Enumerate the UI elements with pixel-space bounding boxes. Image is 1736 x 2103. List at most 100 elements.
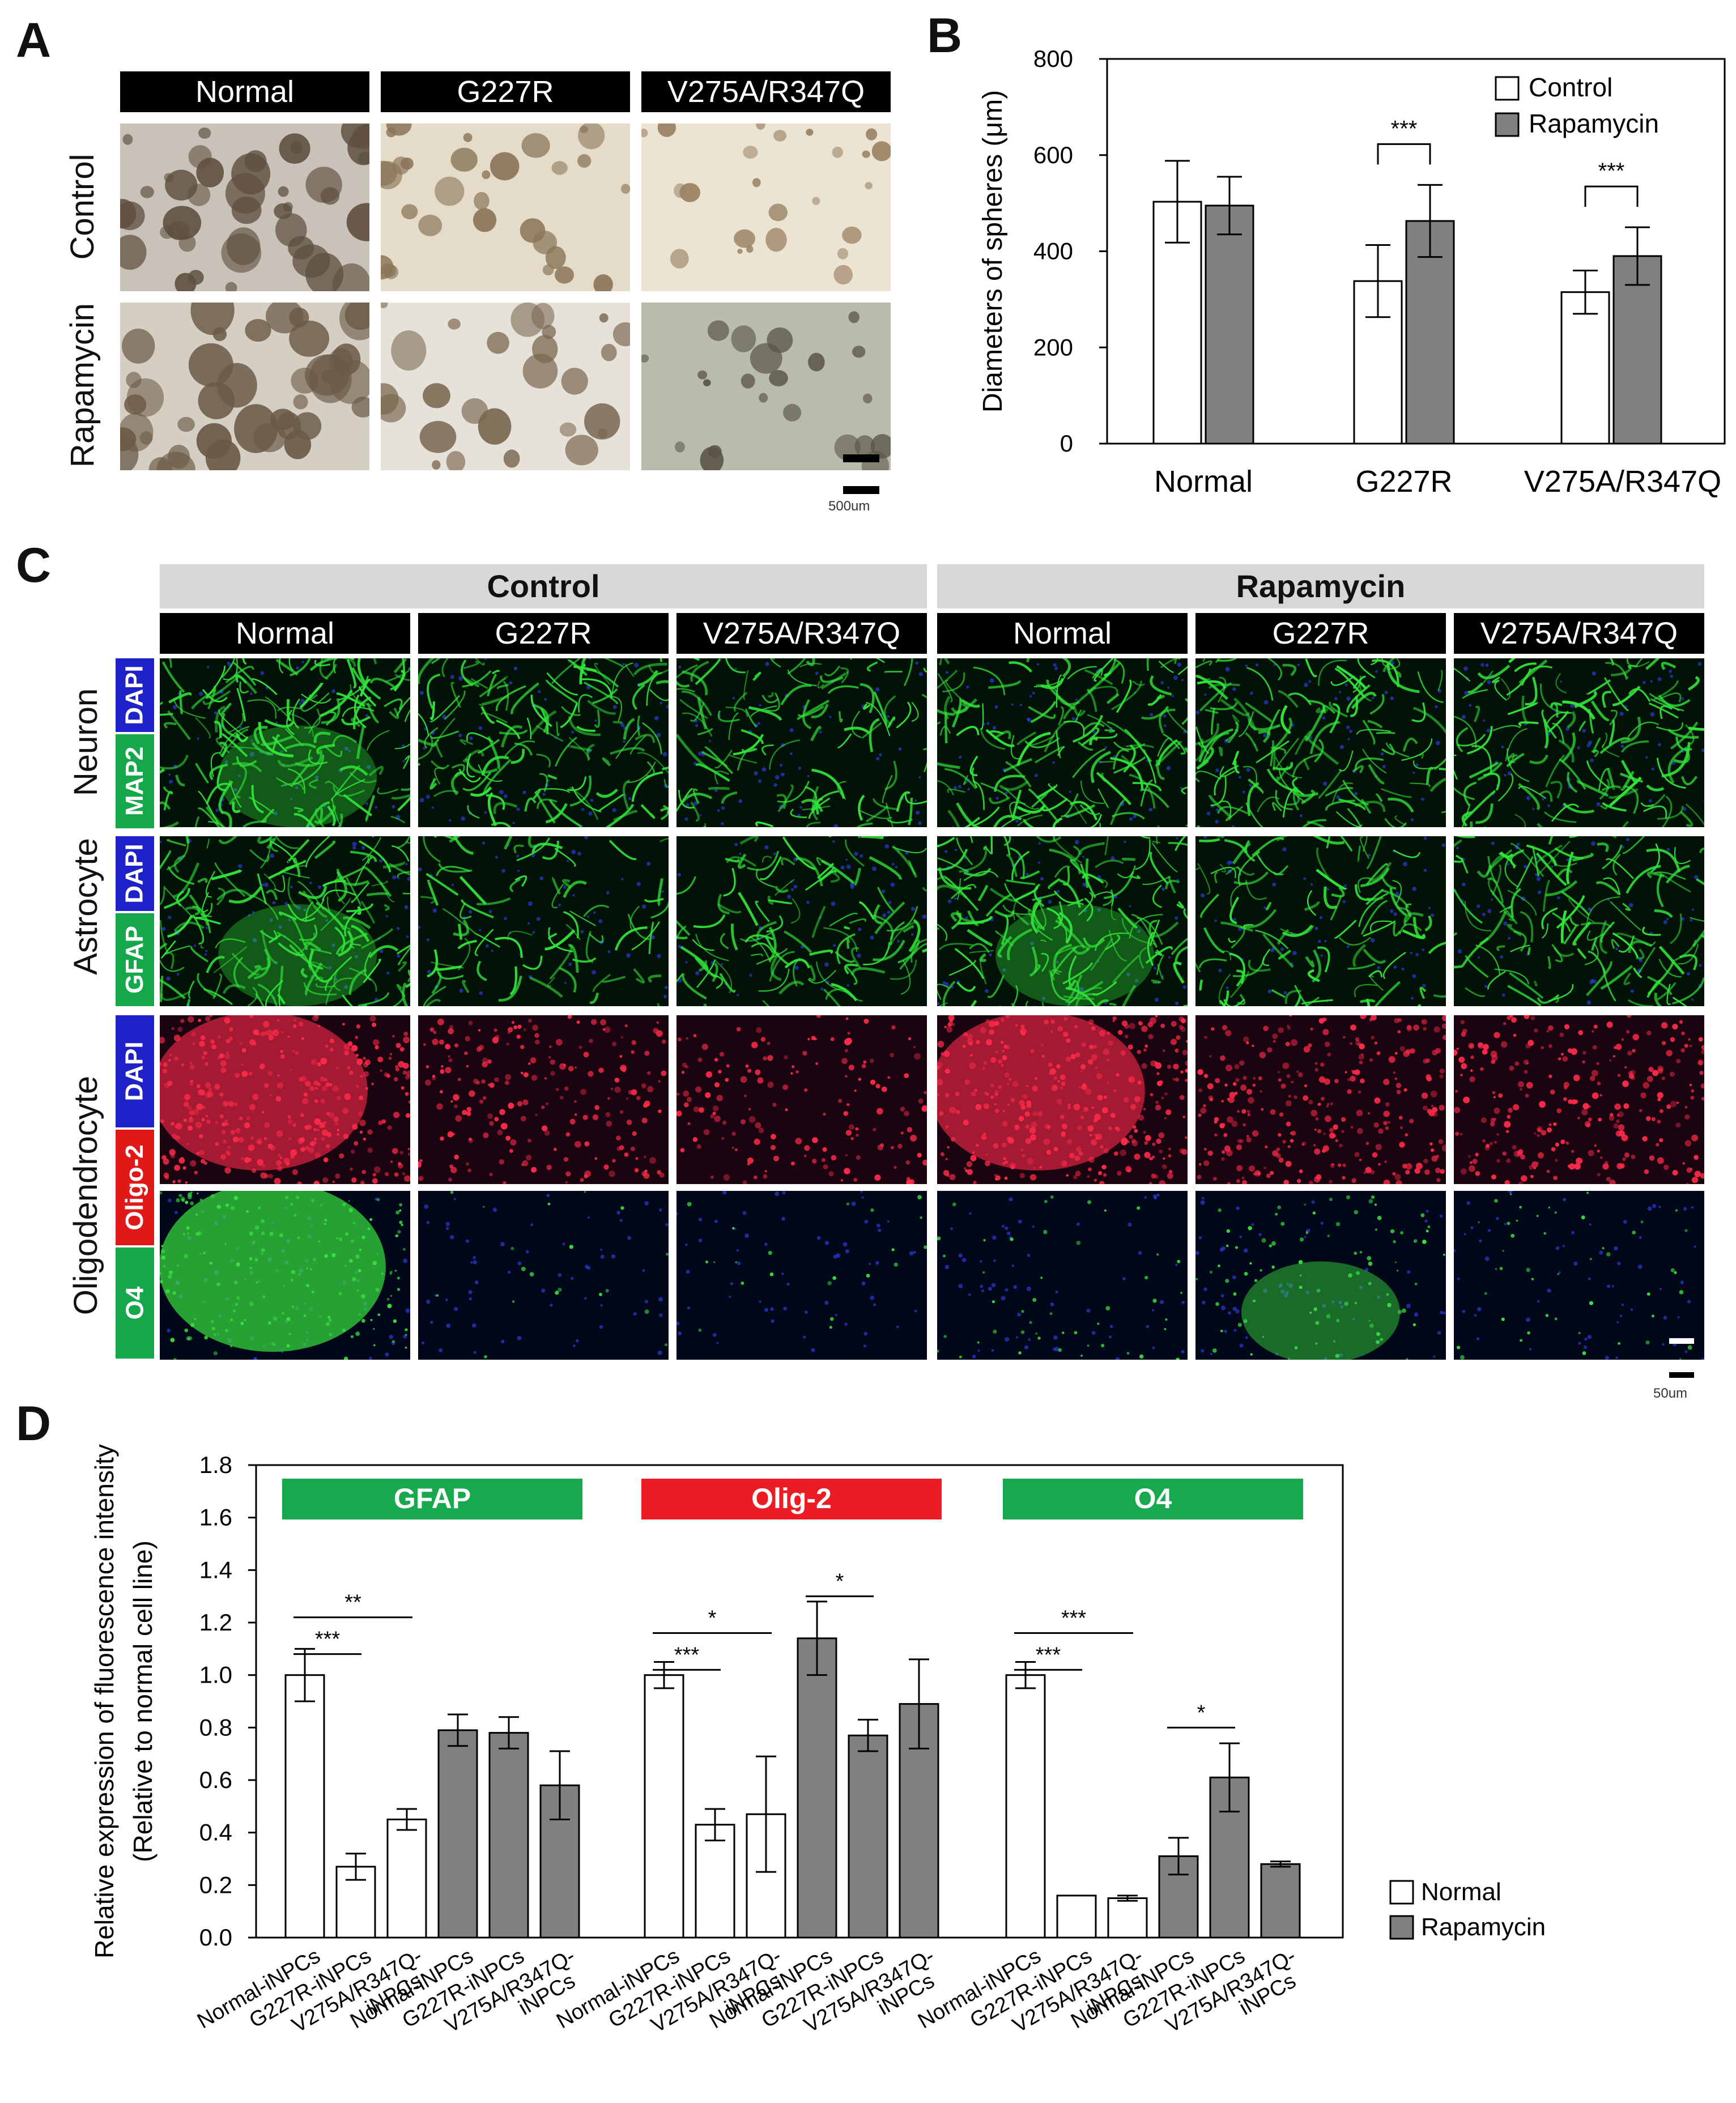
oligo2-nucleus xyxy=(643,1102,648,1108)
oligo2-nucleus xyxy=(1198,1088,1203,1093)
oligo2-nucleus xyxy=(1657,1119,1661,1124)
dapi-nucleus xyxy=(992,726,997,730)
fluorescent-process xyxy=(1572,853,1594,862)
fluorescent-process xyxy=(884,921,917,956)
oligo2-nucleus xyxy=(314,1118,321,1125)
dapi-nucleus xyxy=(1283,1293,1288,1298)
fluorescent-process xyxy=(576,725,595,732)
oligo2-nucleus xyxy=(1050,1019,1055,1024)
dapi-nucleus xyxy=(469,1297,473,1301)
oligo2-nucleus xyxy=(1044,1019,1049,1025)
dapi-nucleus xyxy=(501,1339,505,1344)
oligo2-nucleus xyxy=(276,1019,280,1022)
fluorescent-process xyxy=(299,924,318,941)
fluorescent-process xyxy=(1079,804,1101,816)
fluorescent-process xyxy=(1334,919,1357,939)
o4-signal xyxy=(1260,1269,1262,1272)
oligo2-nucleus xyxy=(1030,1049,1035,1053)
oligo2-nucleus xyxy=(1241,1180,1248,1184)
dapi-nucleus xyxy=(721,963,724,966)
fluorescent-process xyxy=(1609,709,1618,726)
oligo2-nucleus xyxy=(326,1132,332,1138)
fluorescent-process xyxy=(1175,946,1188,964)
sphere-blob xyxy=(561,368,588,395)
dapi-nucleus xyxy=(1390,909,1394,913)
fluorescent-process xyxy=(513,844,524,854)
oligo2-nucleus xyxy=(1278,1027,1284,1033)
oligo2-nucleus xyxy=(1503,1022,1507,1025)
fluorescent-process xyxy=(820,671,848,689)
fluorescent-process xyxy=(1271,747,1287,754)
oligo2-nucleus xyxy=(1144,1152,1151,1159)
fluorescent-process xyxy=(648,921,654,954)
fluorescent-process xyxy=(1354,757,1384,771)
dapi-nucleus xyxy=(593,911,596,914)
oligo2-nucleus xyxy=(1143,1108,1146,1111)
o4-signal xyxy=(290,1202,293,1206)
oligo2-nucleus xyxy=(574,1100,577,1103)
oligo2-nucleus xyxy=(1507,1114,1511,1119)
sphere-blob xyxy=(601,343,617,361)
fluorescent-process xyxy=(874,901,905,934)
dapi-nucleus xyxy=(685,961,688,964)
dapi-nucleus xyxy=(1200,1200,1205,1205)
oligo2-nucleus xyxy=(710,1114,714,1119)
fluorescent-process xyxy=(1245,702,1273,723)
fluorescent-process xyxy=(202,690,231,705)
oligo2-nucleus xyxy=(1365,1167,1372,1173)
dapi-nucleus xyxy=(658,1297,663,1302)
o4-signal xyxy=(1277,1205,1282,1210)
oligo2-nucleus xyxy=(696,1144,701,1149)
fluorescent-process xyxy=(331,734,358,746)
oligo2-nucleus xyxy=(893,1166,897,1169)
oligo2-nucleus xyxy=(1285,1041,1290,1047)
o4-signal xyxy=(977,1341,980,1344)
dapi-nucleus xyxy=(857,953,861,958)
oligo2-nucleus xyxy=(574,1140,581,1148)
dapi-nucleus xyxy=(870,935,874,940)
oligo2-nucleus xyxy=(1363,1171,1367,1174)
fluorescent-process xyxy=(1201,733,1229,764)
fluorescent-process xyxy=(418,737,433,760)
sphere-blob xyxy=(773,130,787,142)
oligo2-nucleus xyxy=(1507,1015,1512,1020)
oligo2-nucleus xyxy=(1339,1143,1343,1148)
oligo2-nucleus xyxy=(377,1056,384,1063)
oligo2-nucleus xyxy=(441,1065,444,1068)
fluorescent-process xyxy=(326,896,351,930)
o4-signal xyxy=(224,1243,227,1245)
oligo2-nucleus xyxy=(1304,1084,1307,1088)
dapi-nucleus xyxy=(1482,912,1486,917)
oligo2-nucleus xyxy=(1075,1052,1080,1058)
o4-signal xyxy=(352,1277,356,1282)
fluorescent-process xyxy=(884,670,903,673)
oligo2-nucleus xyxy=(163,1062,168,1067)
dapi-nucleus xyxy=(445,1299,448,1301)
dapi-nucleus xyxy=(1129,817,1133,821)
oligo2-nucleus xyxy=(1171,1021,1177,1027)
fluorescent-process xyxy=(1392,880,1402,906)
fluorescent-process xyxy=(1660,705,1673,720)
oligo2-nucleus xyxy=(1019,1173,1025,1178)
fluorescent-process xyxy=(568,944,579,973)
dapi-nucleus xyxy=(775,1191,780,1196)
oligo2-nucleus xyxy=(525,1155,532,1161)
oligo2-nucleus xyxy=(1537,1128,1542,1133)
o4-signal xyxy=(1344,1301,1349,1306)
oligo2-nucleus xyxy=(1508,1108,1513,1113)
oligo2-nucleus xyxy=(701,1044,708,1050)
fluorescent-process xyxy=(739,836,759,845)
oligo2-nucleus xyxy=(1606,1177,1611,1182)
oligo2-nucleus xyxy=(1321,1096,1325,1101)
oligo2-nucleus xyxy=(1185,1061,1188,1066)
oligo2-nucleus xyxy=(1235,1078,1240,1082)
fluorescent-process xyxy=(504,740,535,757)
dapi-nucleus xyxy=(644,1300,649,1304)
fluorescent-process xyxy=(648,974,661,983)
oligo2-nucleus xyxy=(1083,1106,1089,1113)
oligo2-nucleus xyxy=(1294,1095,1297,1100)
sphere-blob xyxy=(842,226,862,244)
oligo2-nucleus xyxy=(1526,1082,1533,1089)
fluorescent-process xyxy=(1151,979,1161,984)
oligo2-nucleus xyxy=(1313,1144,1316,1147)
